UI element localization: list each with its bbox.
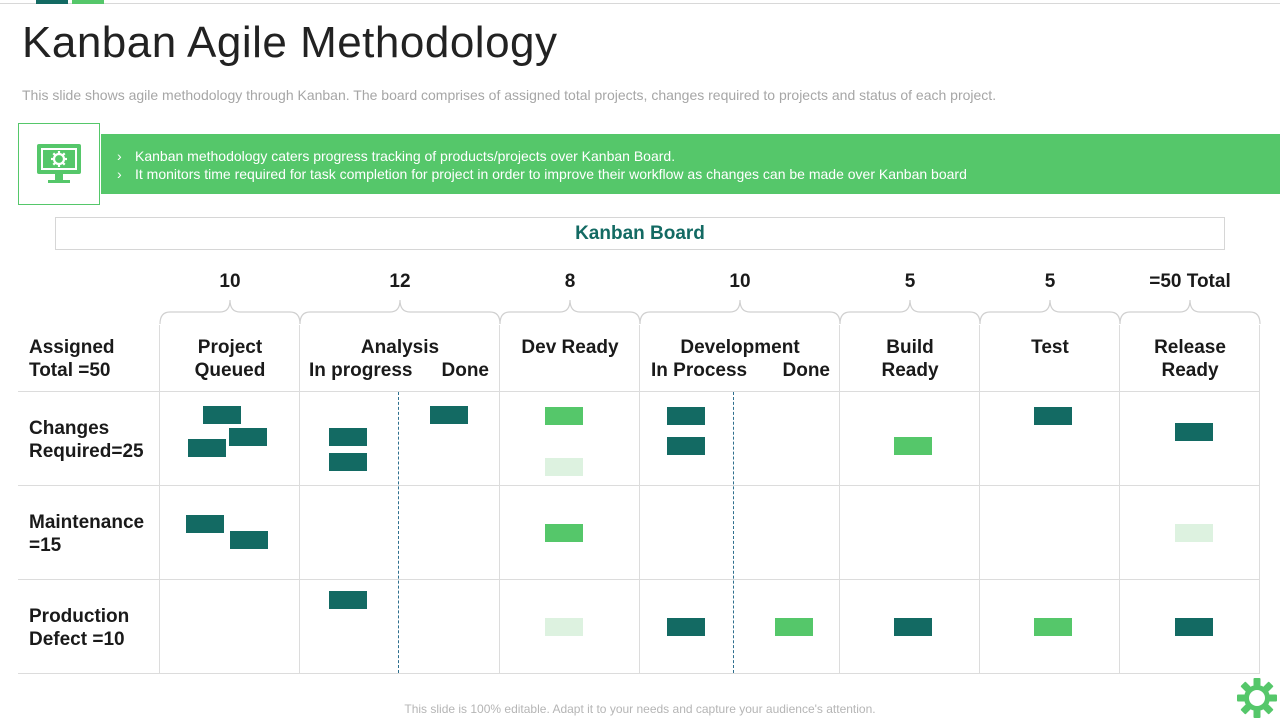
analysis-divider (398, 392, 399, 673)
grid-vline (1119, 325, 1120, 673)
kanban-card[interactable] (329, 428, 367, 446)
row-label-production: Production Defect =10 (29, 606, 130, 650)
count-build-ready: 5 (904, 271, 916, 292)
kanban-card[interactable] (329, 453, 367, 471)
banner-bullet-2: It monitors time required for task compl… (135, 166, 967, 182)
kanban-card[interactable] (545, 407, 583, 425)
kanban-card[interactable] (1175, 423, 1213, 441)
kanban-card[interactable] (775, 618, 813, 636)
grid-hline (18, 391, 1260, 392)
monitor-gear-icon (37, 144, 81, 183)
gear-icon (1237, 678, 1277, 718)
slide-subtitle: This slide shows agile methodology throu… (22, 87, 997, 103)
header-analysis: Analysis In progress Done (309, 337, 490, 381)
grid-vline (159, 325, 160, 673)
grid-hline (18, 485, 1260, 486)
kanban-card[interactable] (186, 515, 224, 533)
row-label-maintenance: Maintenance =15 (29, 512, 145, 556)
kanban-card[interactable] (230, 531, 268, 549)
count-total: =50 Total (1149, 271, 1231, 292)
slide-title: Kanban Agile Methodology (22, 18, 558, 67)
grid-vline (839, 325, 840, 673)
count-dev-ready: 8 (564, 271, 576, 292)
kanban-card[interactable] (329, 591, 367, 609)
kanban-card[interactable] (545, 458, 583, 476)
kanban-card[interactable] (545, 524, 583, 542)
header-build-ready: Build Ready (881, 337, 939, 381)
kanban-card[interactable] (1175, 618, 1213, 636)
header-assigned: Assigned Total =50 (29, 337, 115, 381)
kanban-card[interactable] (667, 437, 705, 455)
info-banner: › Kanban methodology caters progress trac… (101, 134, 1280, 194)
monitor-gear-icon-box (18, 123, 100, 205)
grid-vline (499, 325, 500, 673)
grid-hline (18, 673, 1260, 674)
row-label-changes: Changes Required=25 (29, 418, 144, 462)
kanban-card[interactable] (188, 439, 226, 457)
kanban-card[interactable] (1175, 524, 1213, 542)
grid-vline (299, 325, 300, 673)
banner-bullet-1: Kanban methodology caters progress track… (135, 148, 676, 164)
footer-note: This slide is 100% editable. Adapt it to… (404, 702, 876, 716)
header-development-done: Done (782, 360, 831, 381)
kanban-card[interactable] (430, 406, 468, 424)
kanban-card[interactable] (894, 437, 932, 455)
kanban-card[interactable] (667, 618, 705, 636)
chevron-right-icon: › (117, 166, 122, 182)
header-release-ready: Release Ready (1154, 337, 1226, 381)
header-test: Test (1031, 337, 1069, 358)
development-divider (733, 392, 734, 673)
grid-vline (979, 325, 980, 673)
kanban-card[interactable] (229, 428, 267, 446)
header-analysis-in-progress: In progress (309, 360, 413, 381)
count-development: 10 (729, 271, 751, 292)
header-dev-ready: Dev Ready (521, 337, 619, 358)
kanban-card[interactable] (1034, 618, 1072, 636)
kanban-card[interactable] (203, 406, 241, 424)
top-accent-teal (36, 0, 68, 4)
top-accent-green (72, 0, 104, 4)
kanban-card[interactable] (545, 618, 583, 636)
grid-vline (1259, 325, 1260, 673)
kanban-card[interactable] (1034, 407, 1072, 425)
count-analysis: 12 (389, 271, 411, 292)
grid-vline (639, 325, 640, 673)
kanban-board-title: Kanban Board (55, 217, 1225, 250)
header-analysis-done: Done (441, 360, 490, 381)
header-project-queued: Project Queued (194, 337, 266, 381)
header-development-in-process: In Process (651, 360, 748, 381)
grid-hline (18, 579, 1260, 580)
top-rule (0, 3, 1280, 4)
kanban-card[interactable] (894, 618, 932, 636)
count-project-queued: 10 (219, 271, 241, 292)
header-development: Development In Process Done (651, 337, 831, 381)
chevron-right-icon: › (117, 148, 122, 164)
kanban-card[interactable] (667, 407, 705, 425)
count-test: 5 (1044, 271, 1056, 292)
